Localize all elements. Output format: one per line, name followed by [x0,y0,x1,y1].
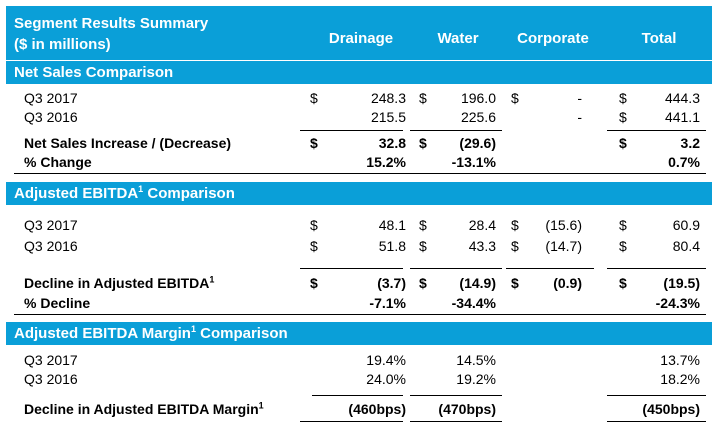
section-title: Adjusted EBITDA Margin1 Comparison [14,324,288,343]
divider [410,395,502,396]
table-title: Segment Results Summary [14,15,209,32]
divider [300,268,403,269]
divider [410,421,502,422]
section-ebitda: Adjusted EBITDA1 Comparison [6,181,712,205]
section-net-sales: Net Sales Comparison [6,60,712,84]
divider [607,421,706,422]
table-row: % Decline -7.1% -34.4% -24.3% [24,295,700,311]
section-ebitda-margin: Adjusted EBITDA Margin1 Comparison [6,321,712,345]
table-row: Q3 2017 $ 248.3 $ 196.0 $ - $ 444.3 [24,90,700,106]
col-drainage: Drainage [328,30,394,47]
table-row: Decline in Adjusted EBITDA1 $ (3.7) $ (1… [24,274,700,291]
table-row: % Change 15.2% -13.1% 0.7% [24,154,700,170]
divider [607,268,706,269]
table-row: Q3 2016 24.0% 19.2% 18.2% [24,371,700,387]
col-water: Water [437,30,479,47]
divider [410,130,502,131]
divider [300,130,403,131]
divider [14,314,706,315]
table-row: Decline in Adjusted EBITDA Margin1 (460b… [24,400,700,417]
divider [607,130,706,131]
table-header: Segment Results Summary ($ in millions) … [6,6,712,61]
section-title: Net Sales Comparison [14,64,174,81]
divider [312,395,403,396]
table-row: Q3 2017 $ 48.1 $ 28.4 $ (15.6) $ 60.9 [24,217,700,233]
table-row: Q3 2016 $ 51.8 $ 43.3 $ (14.7) $ 80.4 [24,238,700,254]
table-row: Q3 2017 19.4% 14.5% 13.7% [24,352,700,368]
divider [300,421,403,422]
table-subtitle: ($ in millions) [14,36,111,53]
table-row: Q3 2016 215.5 225.6 - $ 441.1 [24,109,700,125]
divider [607,395,706,396]
divider [410,268,502,269]
section-title: Adjusted EBITDA1 Comparison [14,184,235,203]
divider [506,268,594,269]
table-row: Net Sales Increase / (Decrease) $ 32.8 $… [24,135,700,151]
col-total: Total [641,30,677,47]
col-corporate: Corporate [517,30,589,47]
divider [14,173,706,174]
